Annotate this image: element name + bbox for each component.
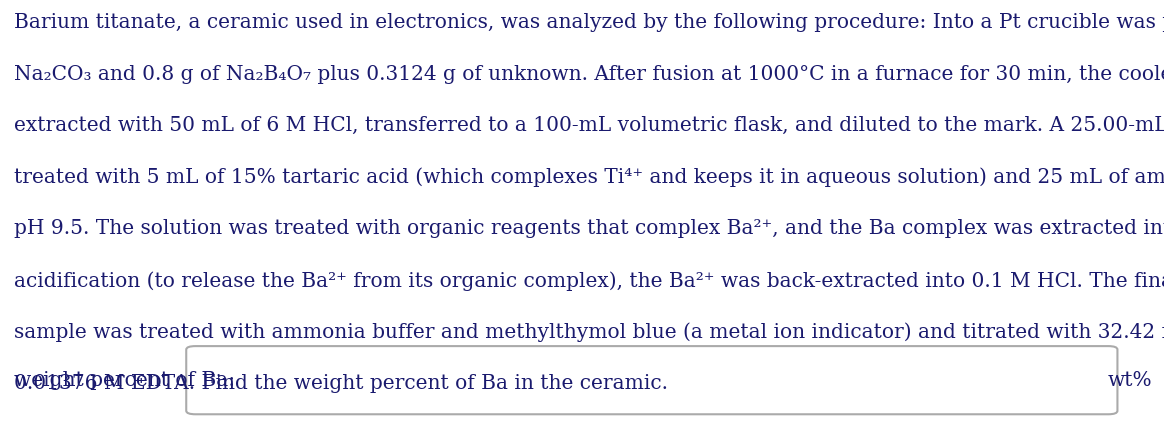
Text: 0.01376 M EDTA. Find the weight percent of Ba in the ceramic.: 0.01376 M EDTA. Find the weight percent … xyxy=(14,374,668,393)
Text: pH 9.5. The solution was treated with organic reagents that complex Ba²⁺, and th: pH 9.5. The solution was treated with or… xyxy=(14,219,1164,238)
Text: wt%: wt% xyxy=(1108,371,1152,390)
Text: Barium titanate, a ceramic used in electronics, was analyzed by the following pr: Barium titanate, a ceramic used in elect… xyxy=(14,13,1164,32)
Text: sample was treated with ammonia buffer and methylthymol blue (a metal ion indica: sample was treated with ammonia buffer a… xyxy=(14,323,1164,342)
Text: weight percent of Ba:: weight percent of Ba: xyxy=(14,371,235,390)
FancyBboxPatch shape xyxy=(186,346,1117,414)
Text: treated with 5 mL of 15% tartaric acid (which complexes Ti⁴⁺ and keeps it in aqu: treated with 5 mL of 15% tartaric acid (… xyxy=(14,168,1164,187)
Text: extracted with 50 mL of 6 M HCl, transferred to a 100-mL volumetric flask, and d: extracted with 50 mL of 6 M HCl, transfe… xyxy=(14,116,1164,135)
Text: acidification (to release the Ba²⁺ from its organic complex), the Ba²⁺ was back-: acidification (to release the Ba²⁺ from … xyxy=(14,271,1164,291)
Text: Na₂CO₃ and 0.8 g of Na₂B₄O₇ plus 0.3124 g of unknown. After fusion at 1000°C in : Na₂CO₃ and 0.8 g of Na₂B₄O₇ plus 0.3124 … xyxy=(14,65,1164,83)
